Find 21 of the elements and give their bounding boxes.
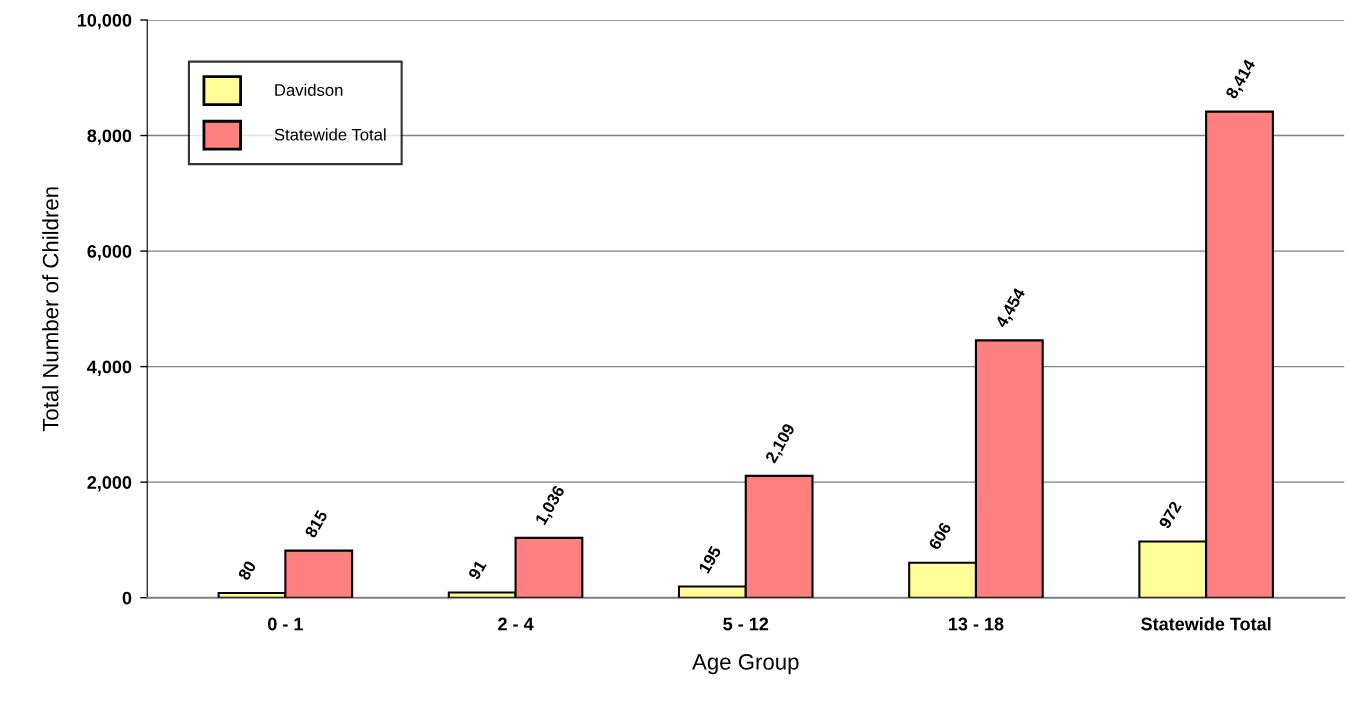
y-tick-label: 2,000 xyxy=(87,476,132,492)
data-label: 972 xyxy=(1158,500,1182,530)
data-label: 80 xyxy=(237,560,257,581)
legend-label: Statewide Total xyxy=(274,128,386,141)
x-tick-label: 0 - 1 xyxy=(268,617,303,631)
data-label: 606 xyxy=(928,521,952,551)
data-label: 195 xyxy=(698,545,722,574)
y-tick-label: 10,000 xyxy=(77,13,132,30)
data-label: 815 xyxy=(304,509,328,539)
y-tick-label: 0 xyxy=(122,591,132,605)
x-tick-label: Statewide Total xyxy=(1141,617,1271,631)
x-tick-label: 5 - 12 xyxy=(723,617,769,631)
y-axis-title: Total Number of Children xyxy=(42,187,59,432)
y-tick-label: 8,000 xyxy=(87,129,132,145)
legend-label: Davidson xyxy=(275,83,343,96)
x-tick-label: 2 - 4 xyxy=(498,617,534,631)
x-tick-label: 13 - 18 xyxy=(948,617,1004,631)
y-tick-label: 6,000 xyxy=(87,245,132,261)
data-label: 91 xyxy=(467,559,487,581)
y-tick-label: 4,000 xyxy=(87,360,132,376)
x-axis-title: Age Group xyxy=(692,654,799,675)
